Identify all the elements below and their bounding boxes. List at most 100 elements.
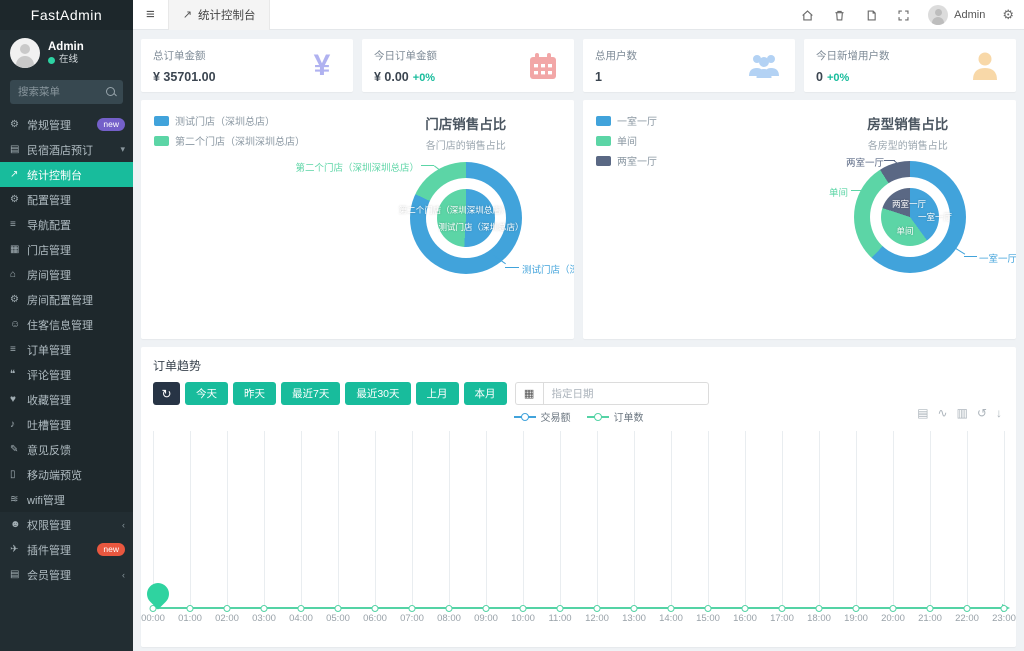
x-axis-tick-label: 19:00 <box>844 613 868 624</box>
map-pin-marker-icon <box>147 583 169 605</box>
x-axis-tick-label: 06:00 <box>363 613 387 624</box>
date-range-button[interactable]: 今天 <box>185 382 228 405</box>
room-donut-inner-pie[interactable] <box>881 188 939 246</box>
legend-marker-icon <box>586 412 609 421</box>
stat-value: 1 <box>595 70 602 84</box>
legend-item[interactable]: 单间 <box>596 133 657 148</box>
x-axis-tick-label: 01:00 <box>178 613 202 624</box>
gridline <box>893 431 894 609</box>
store-sales-chart-card: 测试门店（深圳总店） 第二个门店（深圳深圳总店） 门店销售占比 各门店的销售占比 <box>141 100 574 339</box>
mobile-icon: ▯ <box>10 469 16 480</box>
date-range-button[interactable]: 上月 <box>415 382 459 405</box>
legend-item[interactable]: 一室一厅 <box>596 113 657 128</box>
table-list-icon: ▤ <box>10 144 20 155</box>
download-icon[interactable]: ↓ <box>996 406 1002 420</box>
chart-title: 门店销售占比 <box>425 117 507 132</box>
sidebar-menu-item[interactable]: ≡ 导航配置 <box>10 219 71 232</box>
legend-item[interactable]: 两室一厅 <box>596 153 657 168</box>
sidebar-menu-item[interactable]: ↗ 统计控制台 <box>0 162 133 187</box>
sidebar-menu-item[interactable]: ⌂ 房间管理 <box>10 269 71 282</box>
tab-dashboard[interactable]: ↗ 统计控制台 <box>167 0 271 30</box>
sidebar-menu-item[interactable]: ⚙ 常规管理 new <box>0 112 133 137</box>
gridline <box>560 431 561 609</box>
settings-gears-icon[interactable]: ⚙ <box>1002 7 1014 22</box>
brand-logo[interactable]: FastAdmin <box>0 0 133 30</box>
sidebar-menu-item[interactable]: ≡ 订单管理 <box>10 344 71 357</box>
trend-plot-area <box>149 431 1010 612</box>
legend-item[interactable]: 订单数 <box>586 409 644 424</box>
gridline <box>856 431 857 609</box>
x-axis-tick-label: 23:00 <box>992 613 1016 624</box>
calendar-addon-icon[interactable]: ▦ <box>514 382 543 405</box>
bar-chart-toggle-icon[interactable]: ▥ <box>956 406 968 420</box>
sidebar-menu-item[interactable]: ⚙ 配置管理 <box>10 194 71 207</box>
refresh-cache-icon[interactable] <box>864 8 879 23</box>
sidebar-menu-item[interactable]: ♥ 收藏管理 <box>10 394 71 407</box>
sidebar-menu-item[interactable]: ⚙ 房间配置管理 <box>10 294 93 307</box>
search-icon[interactable] <box>106 87 116 97</box>
chevron-icon: ‹ <box>122 569 125 580</box>
heart-icon: ♥ <box>10 394 16 405</box>
sidebar-menu-item[interactable]: ▦ 门店管理 <box>10 244 71 257</box>
x-axis-tick-label: 00:00 <box>141 613 165 624</box>
pie-label: 测试门店（深圳总店） <box>522 265 574 276</box>
trend-legend: 交易额 订单数 <box>513 409 644 424</box>
sidebar-search-input[interactable] <box>10 80 123 104</box>
stat-value: ¥ 35701.00 <box>153 70 216 84</box>
plugin-icon: ✈ <box>10 544 19 555</box>
x-axis-tick-label: 05:00 <box>326 613 350 624</box>
store-donut-inner-pie[interactable] <box>437 189 495 247</box>
legend-item[interactable]: 交易额 <box>513 409 571 424</box>
gridline <box>671 431 672 609</box>
gridline <box>930 431 931 609</box>
line-chart-toggle-icon[interactable]: ∿ <box>937 406 948 420</box>
gridline <box>375 431 376 609</box>
date-range-button[interactable]: 最近30天 <box>345 382 411 405</box>
range-buttons: 今天 昨天 最近7天 最近30天 上月 本月 <box>185 382 507 405</box>
comments-icon: ❝ <box>10 369 16 380</box>
menu-toggle-icon[interactable]: ≡ <box>146 6 155 23</box>
date-range-button[interactable]: 本月 <box>463 382 507 405</box>
refresh-button[interactable]: ↻ <box>153 382 180 405</box>
chart-toolbox: ▤ ∿ ▥ ↺ ↓ <box>917 407 1002 419</box>
store-chart-legend: 测试门店（深圳总店） 第二个门店（深圳深圳总店） <box>154 113 305 148</box>
pie-label: 一室一厅 <box>979 254 1016 265</box>
data-point-marker <box>815 605 823 612</box>
sidebar-menu-item[interactable]: ❝ 评论管理 <box>10 369 71 382</box>
sidebar-menu-item[interactable]: ♪ 吐槽管理 <box>10 419 71 432</box>
gridline <box>486 431 487 609</box>
fullscreen-icon[interactable] <box>896 8 911 23</box>
topbar-user[interactable]: Admin <box>928 5 985 25</box>
legend-item[interactable]: 测试门店（深圳总店） <box>154 113 305 128</box>
stat-value: 0 +0% <box>816 70 850 84</box>
sidebar-menu-item[interactable]: ☻ 权限管理 ‹ <box>10 519 125 532</box>
user-name: Admin <box>48 40 84 53</box>
data-point-marker <box>852 605 860 612</box>
dataview-icon[interactable]: ▤ <box>917 406 929 420</box>
x-axis-line <box>153 607 1004 609</box>
legend-item[interactable]: 第二个门店（深圳深圳总店） <box>154 133 305 148</box>
sidebar-menu-item[interactable]: ✎ 意见反馈 <box>10 444 71 457</box>
data-point-marker <box>593 605 601 612</box>
user-icon <box>968 49 1002 83</box>
trend-title: 订单趋势 <box>153 359 202 373</box>
sidebar: FastAdmin Admin 在线 ⚙ 常规管理 new ▤ 民宿酒店预订 ▾ <box>0 0 133 651</box>
restore-icon[interactable]: ↺ <box>976 406 987 420</box>
date-picker-input[interactable] <box>542 382 709 405</box>
x-axis-tick-label: 10:00 <box>511 613 535 624</box>
sidebar-menu-item[interactable]: ▤ 民宿酒店预订 ▾ <box>10 144 125 157</box>
data-point-marker <box>963 605 971 612</box>
data-point-marker <box>186 605 194 612</box>
user-avatar[interactable] <box>10 38 40 68</box>
sidebar-menu-item[interactable]: ☺ 住客信息管理 <box>10 319 93 332</box>
home-icon[interactable] <box>800 8 815 23</box>
trash-icon[interactable] <box>832 8 847 23</box>
data-point-marker <box>741 605 749 612</box>
x-axis-tick-label: 14:00 <box>659 613 683 624</box>
sidebar-menu-item[interactable]: ▤ 会员管理 ‹ <box>10 569 125 582</box>
sidebar-menu-item[interactable]: ≋ wifi管理 <box>10 494 65 507</box>
sidebar-menu-item[interactable]: ▯ 移动端预览 <box>10 469 82 482</box>
date-range-button[interactable]: 最近7天 <box>281 382 341 405</box>
date-range-button[interactable]: 昨天 <box>233 382 276 405</box>
sidebar-menu-item[interactable]: ✈ 插件管理 new <box>0 537 133 562</box>
